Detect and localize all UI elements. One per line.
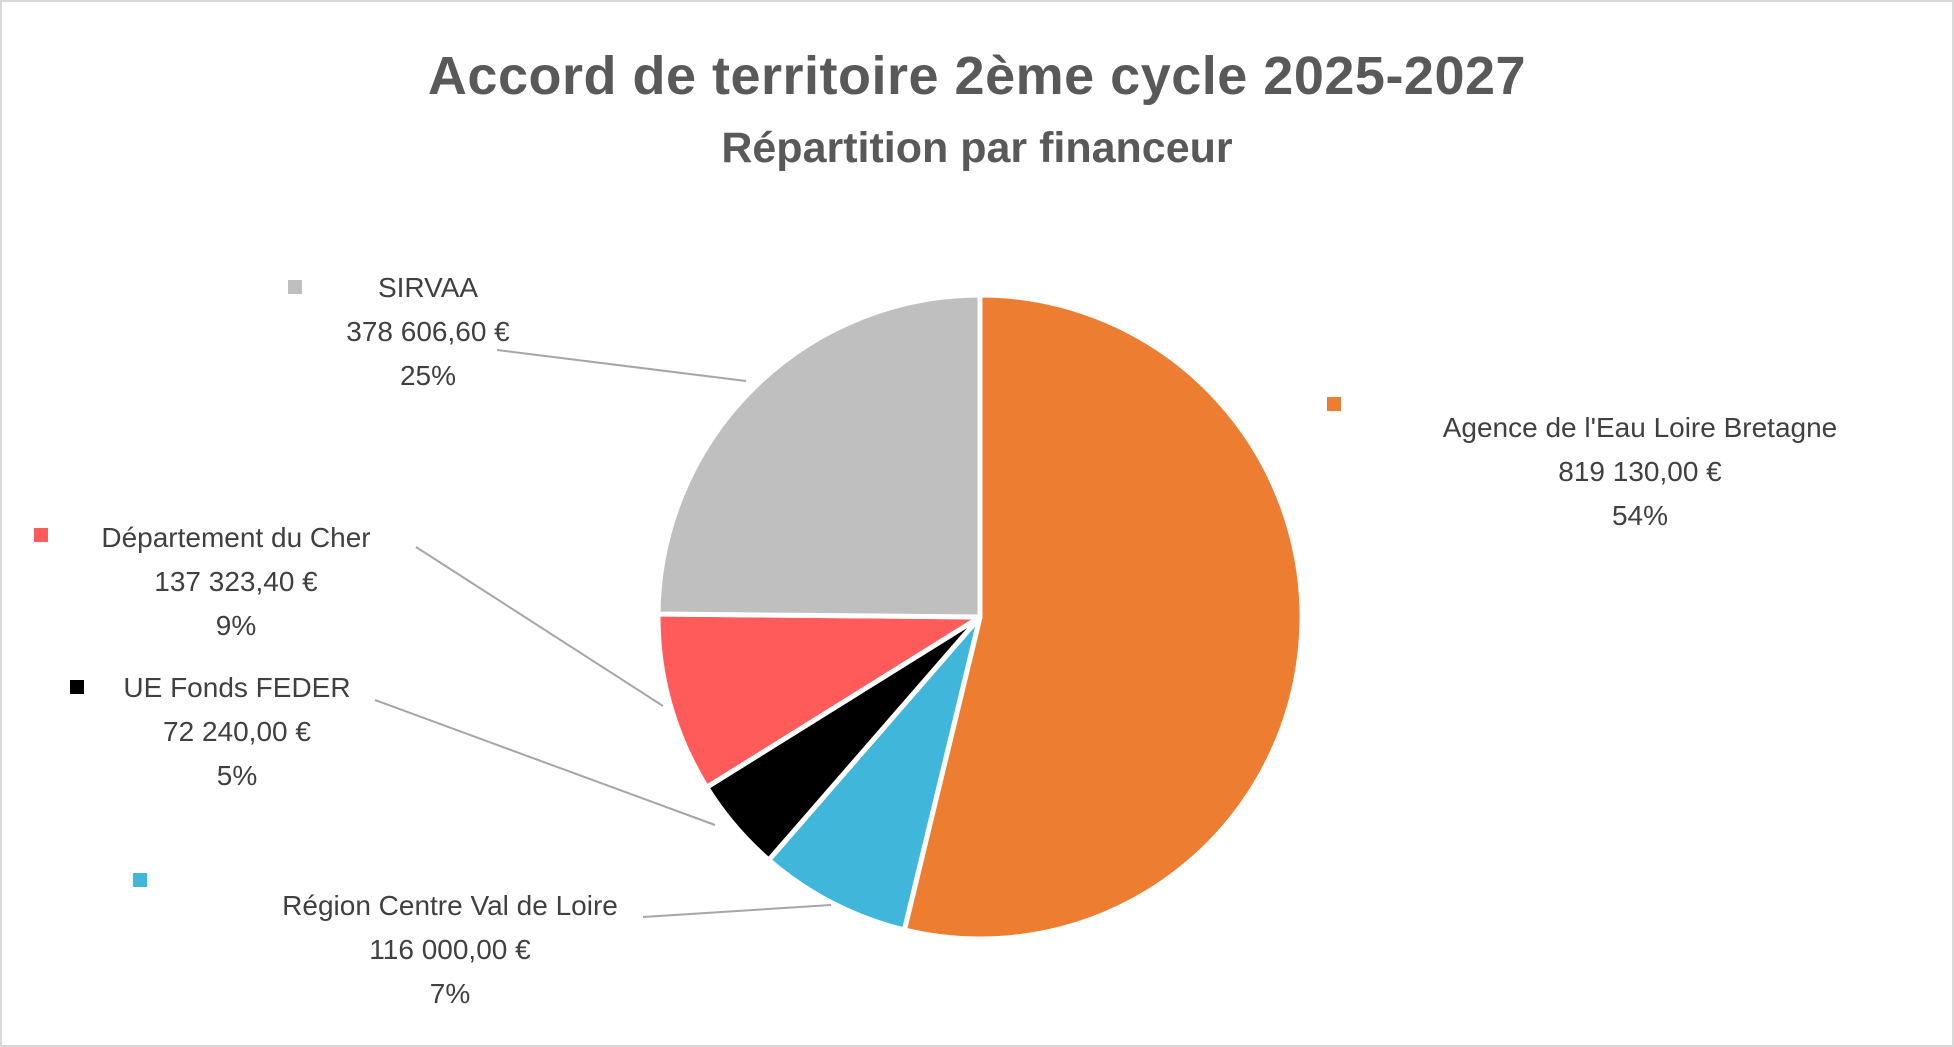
leader-line-departement-du-cher bbox=[415, 546, 664, 707]
label-color-key-agence-de-l-eau-loire-bretagne bbox=[1327, 397, 1341, 411]
data-labels: Agence de l'Eau Loire Bretagne 819 130,00… bbox=[34, 272, 1837, 1009]
pie-slice-departement-du-cher bbox=[655, 611, 983, 790]
chart-subtitle: Répartition par financeur bbox=[721, 124, 1233, 172]
label-color-key-sirvaa bbox=[288, 280, 302, 294]
chart-title: Accord de territoire 2ème cycle 2025-202… bbox=[427, 46, 1527, 106]
data-label-name-departement-du-cher: Département du Cher bbox=[101, 522, 370, 553]
data-label-percent-agence-de-l-eau-loire-bretagne: 54% bbox=[1612, 500, 1668, 531]
data-label-value-departement-du-cher: 137 323,40 € bbox=[154, 566, 318, 597]
leader-lines bbox=[374, 349, 832, 918]
pie-slice-agence-de-l-eau-loire-bretagne bbox=[901, 292, 1305, 942]
data-label-percent-ue-fonds-feder: 5% bbox=[217, 760, 257, 791]
pie-slices bbox=[655, 292, 1305, 942]
leader-line-ue-fonds-feder bbox=[374, 699, 716, 826]
pie-slice-region-centre-val-de-loire bbox=[766, 614, 983, 933]
data-label-value-agence-de-l-eau-loire-bretagne: 819 130,00 € bbox=[1558, 456, 1722, 487]
data-label-name-agence-de-l-eau-loire-bretagne: Agence de l'Eau Loire Bretagne bbox=[1443, 412, 1838, 443]
data-label-name-ue-fonds-feder: UE Fonds FEDER bbox=[123, 672, 350, 703]
leader-line-region-centre-val-de-loire bbox=[642, 904, 832, 918]
label-color-key-ue-fonds-feder bbox=[70, 680, 84, 694]
data-label-percent-region-centre-val-de-loire: 7% bbox=[430, 978, 470, 1009]
pie-slice-sirvaa bbox=[655, 292, 983, 620]
label-color-key-region-centre-val-de-loire bbox=[133, 873, 147, 887]
data-label-percent-sirvaa: 25% bbox=[400, 360, 456, 391]
label-color-key-departement-du-cher bbox=[34, 528, 48, 542]
data-label-value-sirvaa: 378 606,60 € bbox=[346, 316, 510, 347]
data-label-value-ue-fonds-feder: 72 240,00 € bbox=[163, 716, 311, 747]
data-label-percent-departement-du-cher: 9% bbox=[216, 610, 256, 641]
leader-line-sirvaa bbox=[496, 349, 747, 382]
data-label-value-region-centre-val-de-loire: 116 000,00 € bbox=[369, 934, 531, 965]
data-label-name-sirvaa: SIRVAA bbox=[378, 272, 478, 303]
data-label-name-region-centre-val-de-loire: Région Centre Val de Loire bbox=[282, 890, 618, 921]
